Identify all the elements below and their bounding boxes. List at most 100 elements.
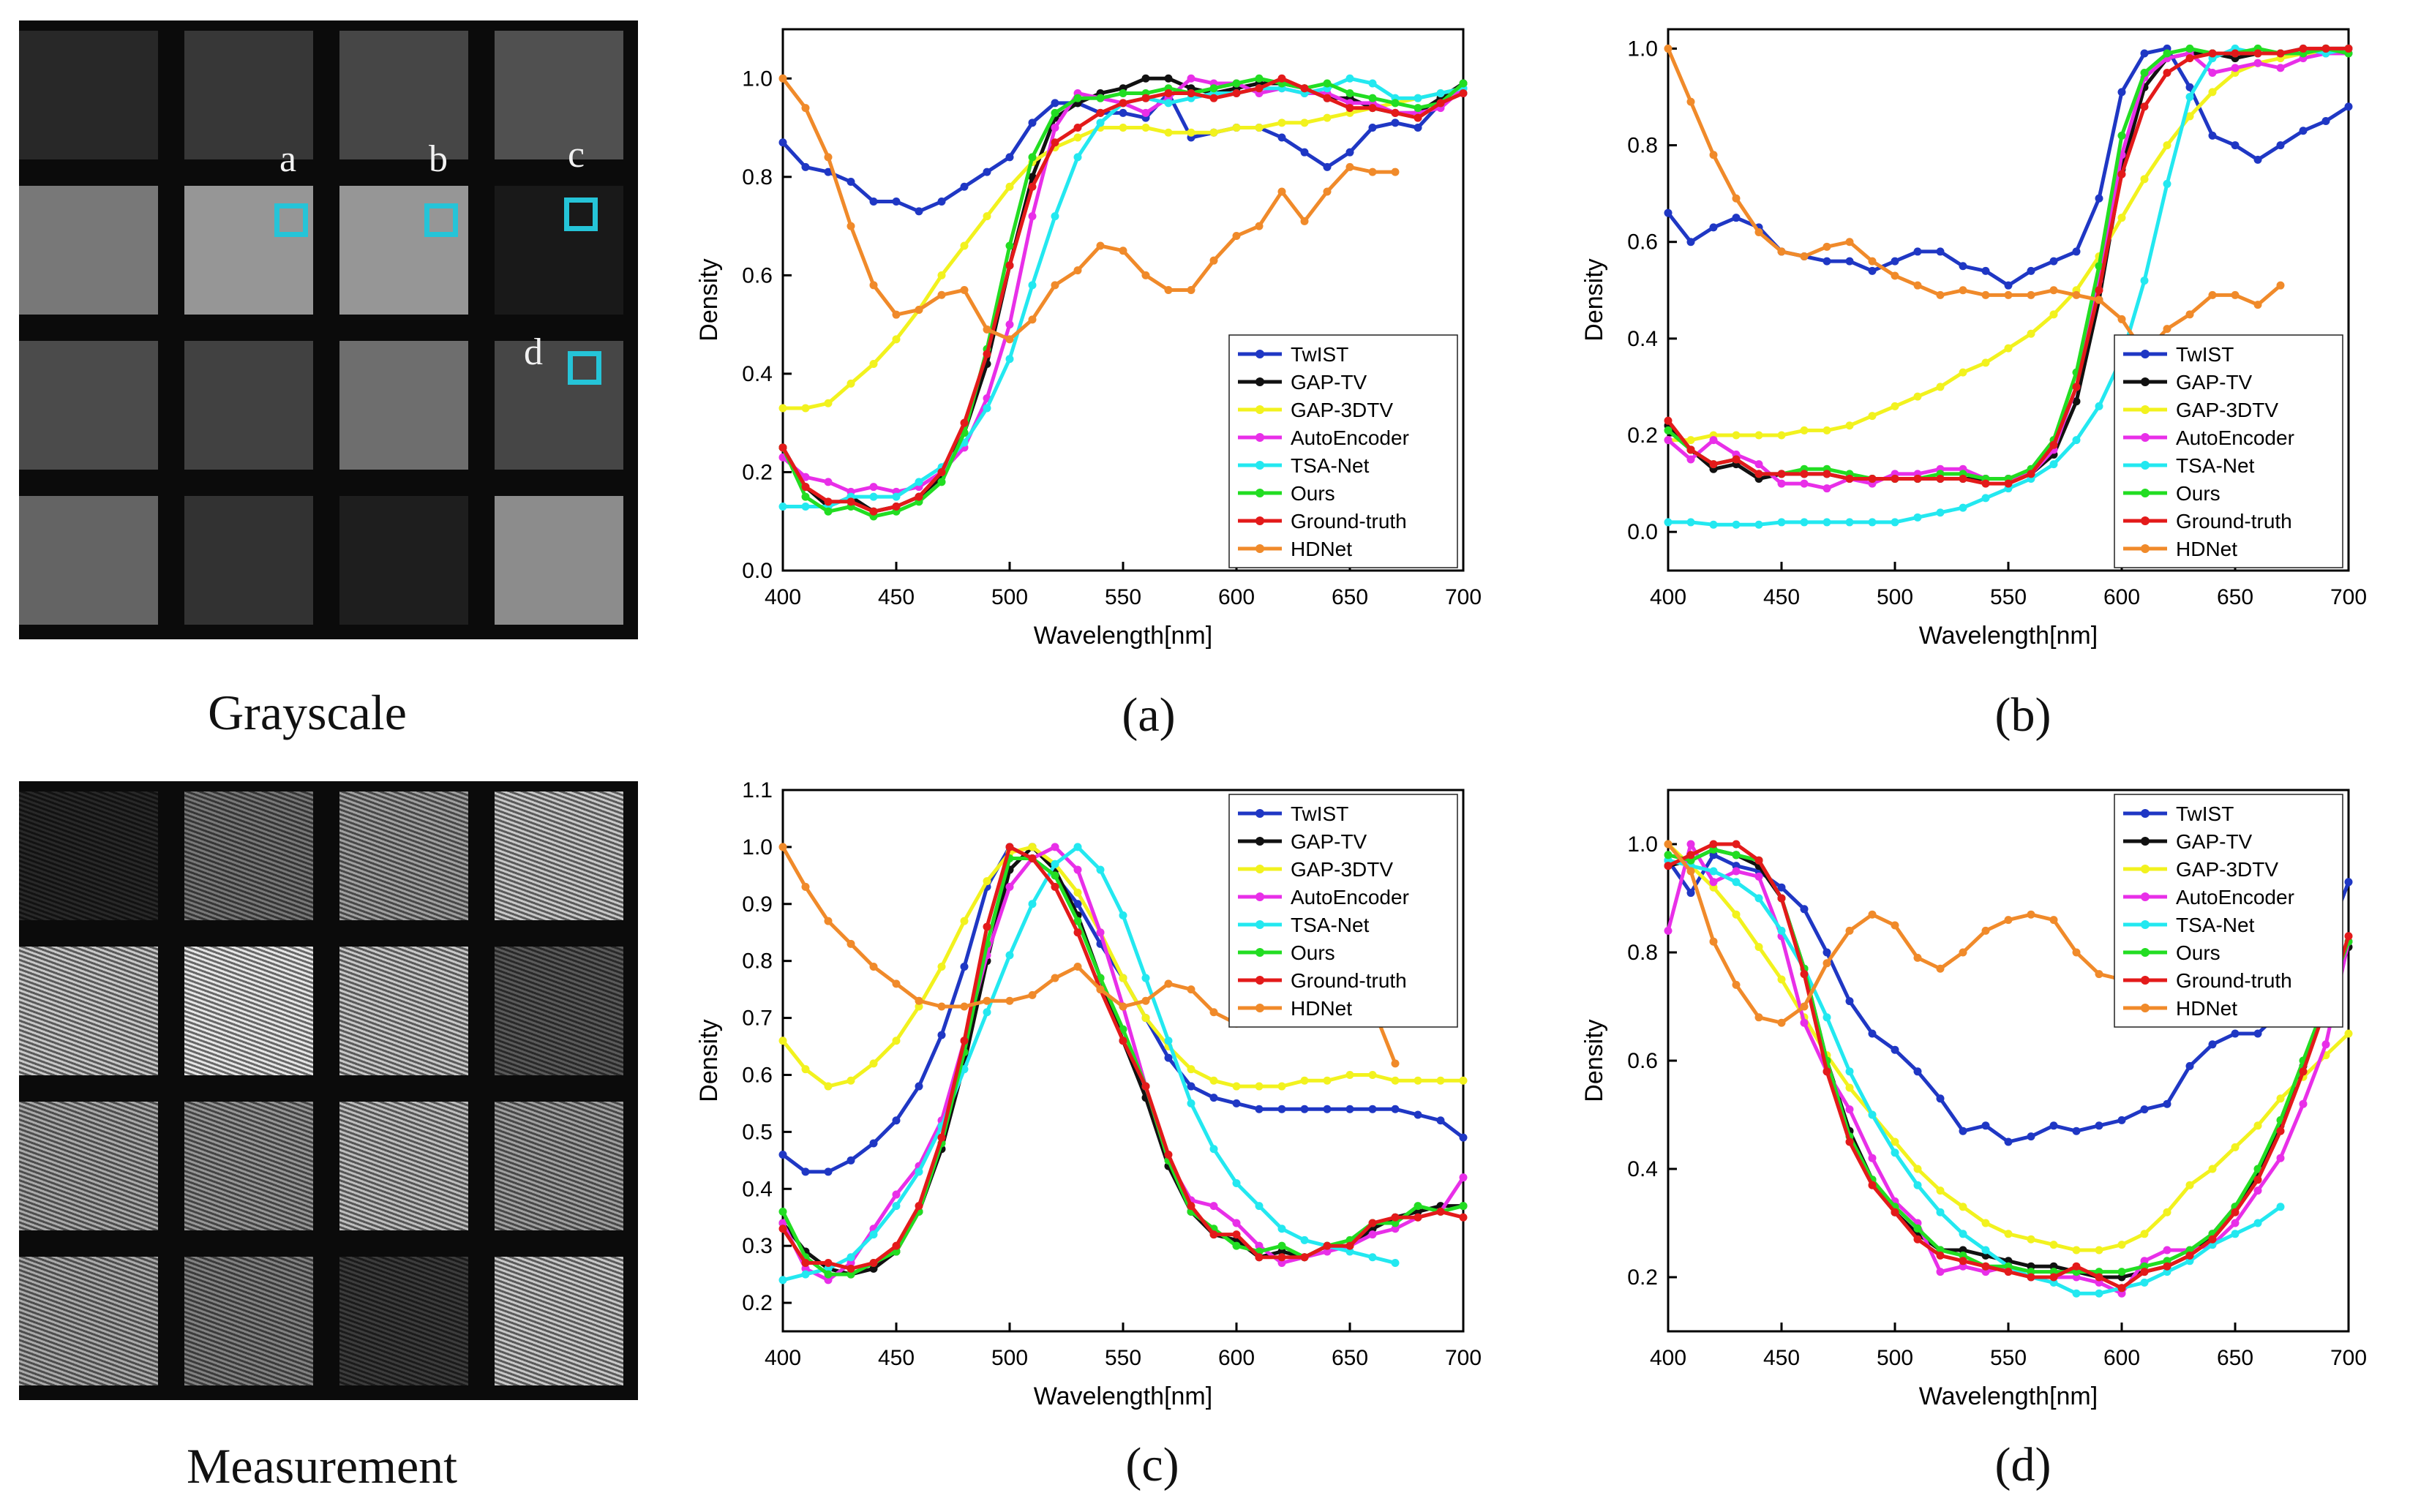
data-point-ground-truth [1005,261,1014,270]
data-point-gap-3dtv [1164,128,1173,137]
data-point-gap-3dtv [1981,358,1990,367]
data-point-ground-truth [1414,1213,1422,1222]
image-tile [495,791,623,920]
data-point-tsa-net [1141,974,1150,982]
legend-entry: TwIST [2176,343,2234,366]
data-point-hdnet [1664,840,1673,849]
data-point-gap-3dtv [2027,1235,2035,1244]
data-point-gap-3dtv [2253,1121,2262,1130]
data-point-ground-truth [1822,1067,1831,1076]
data-point-twist [1459,1133,1468,1142]
data-point-ours [1323,79,1332,88]
data-point-autoencoder [1323,1247,1332,1256]
data-point-tsa-net [2185,93,2194,101]
data-point-autoencoder [1664,436,1673,445]
data-point-ground-truth [1664,416,1673,425]
data-point-gap-3dtv [983,212,991,221]
data-point-hdnet [1709,151,1718,159]
data-point-hdnet [1391,168,1400,176]
data-point-twist [2185,1061,2194,1070]
legend-marker [1255,809,1264,818]
data-point-tsa-net [1209,1145,1218,1154]
data-point-hdnet [778,843,787,851]
data-point-tsa-net [1822,1013,1831,1022]
data-point-ground-truth [1845,474,1854,483]
data-point-ours [1255,74,1264,83]
data-point-ground-truth [1073,124,1082,132]
data-point-ground-truth [960,1037,969,1045]
data-point-gap-3dtv [1845,1083,1854,1092]
data-point-tsa-net [1436,89,1445,97]
data-point-ground-truth [2344,44,2353,53]
data-point-ours [1732,851,1741,860]
data-point-hdnet [1119,247,1127,255]
data-point-twist [1800,905,1809,914]
legend-entry: Ground-truth [2176,510,2292,533]
data-point-gap-3dtv [801,1065,810,1074]
data-point-gap-3dtv [1732,910,1741,919]
data-point-ours [1073,917,1082,925]
data-point-gap-3dtv [1414,1076,1422,1085]
data-point-ground-truth [2276,1127,2285,1135]
data-point-ground-truth [1141,94,1150,102]
data-point-hdnet [892,310,901,319]
data-point-ours [778,1207,787,1216]
image-tile [495,31,623,159]
data-point-twist [846,178,855,187]
data-point-ground-truth [1232,1230,1241,1239]
data-point-tsa-net [869,492,878,501]
data-point-hdnet [1686,867,1695,876]
data-point-ground-truth [1845,1137,1854,1146]
data-point-hdnet [1891,921,1899,930]
roi-label-b: b [429,138,448,180]
data-point-ground-truth [1664,862,1673,870]
data-point-ours [1368,94,1377,102]
data-point-twist [2253,155,2262,164]
legend-entry: TSA-Net [1291,454,1370,477]
data-point-ground-truth [1005,843,1014,851]
data-point-gap-3dtv [1255,1082,1264,1091]
data-point-tsa-net [1096,119,1105,127]
data-point-ours [1051,871,1059,880]
data-point-twist [1391,1105,1400,1113]
data-point-ground-truth [1777,470,1786,478]
data-point-gap-tv [1164,74,1173,83]
data-point-ground-truth [1732,455,1741,464]
data-point-tsa-net [801,503,810,511]
data-point-twist [778,1151,787,1159]
legend-entry: TwIST [2176,802,2234,825]
data-point-ground-truth [1345,104,1354,113]
legend-entry: Ours [1291,482,1335,505]
data-point-gap-3dtv [2231,1143,2240,1151]
data-point-twist [801,1167,810,1176]
data-point-autoencoder [1187,74,1195,83]
data-point-gap-3dtv [1459,1076,1468,1085]
data-point-gap-3dtv [1209,1076,1218,1085]
data-point-ground-truth [2185,54,2194,63]
data-point-tsa-net [2072,1289,2081,1298]
data-point-gap-3dtv [1891,1137,1899,1146]
legend-marker [2141,837,2150,846]
data-point-ground-truth [983,922,991,931]
data-point-ground-truth [2049,1273,2058,1282]
data-point-hdnet [1800,252,1809,261]
data-point-twist [1936,1094,1945,1103]
legend-marker [2141,892,2150,901]
legend-marker [1255,516,1264,525]
data-point-ground-truth [1345,1241,1354,1250]
data-point-autoencoder [1028,212,1037,221]
data-point-ground-truth [1119,99,1127,108]
data-point-ours [1345,89,1354,97]
data-point-ours [1913,1224,1922,1233]
data-point-hdnet [1255,222,1264,230]
data-point-tsa-net [1414,94,1422,102]
data-point-tsa-net [1028,900,1037,909]
data-point-hdnet [801,882,810,891]
data-point-ground-truth [892,503,901,511]
y-tick-label: 0.2 [1627,1265,1658,1290]
data-point-twist [2072,247,2081,256]
data-point-tsa-net [1709,867,1718,876]
data-point-ground-truth [1187,1202,1195,1211]
legend-entry: GAP-3DTV [1291,399,1393,421]
legend-marker [2141,350,2150,358]
